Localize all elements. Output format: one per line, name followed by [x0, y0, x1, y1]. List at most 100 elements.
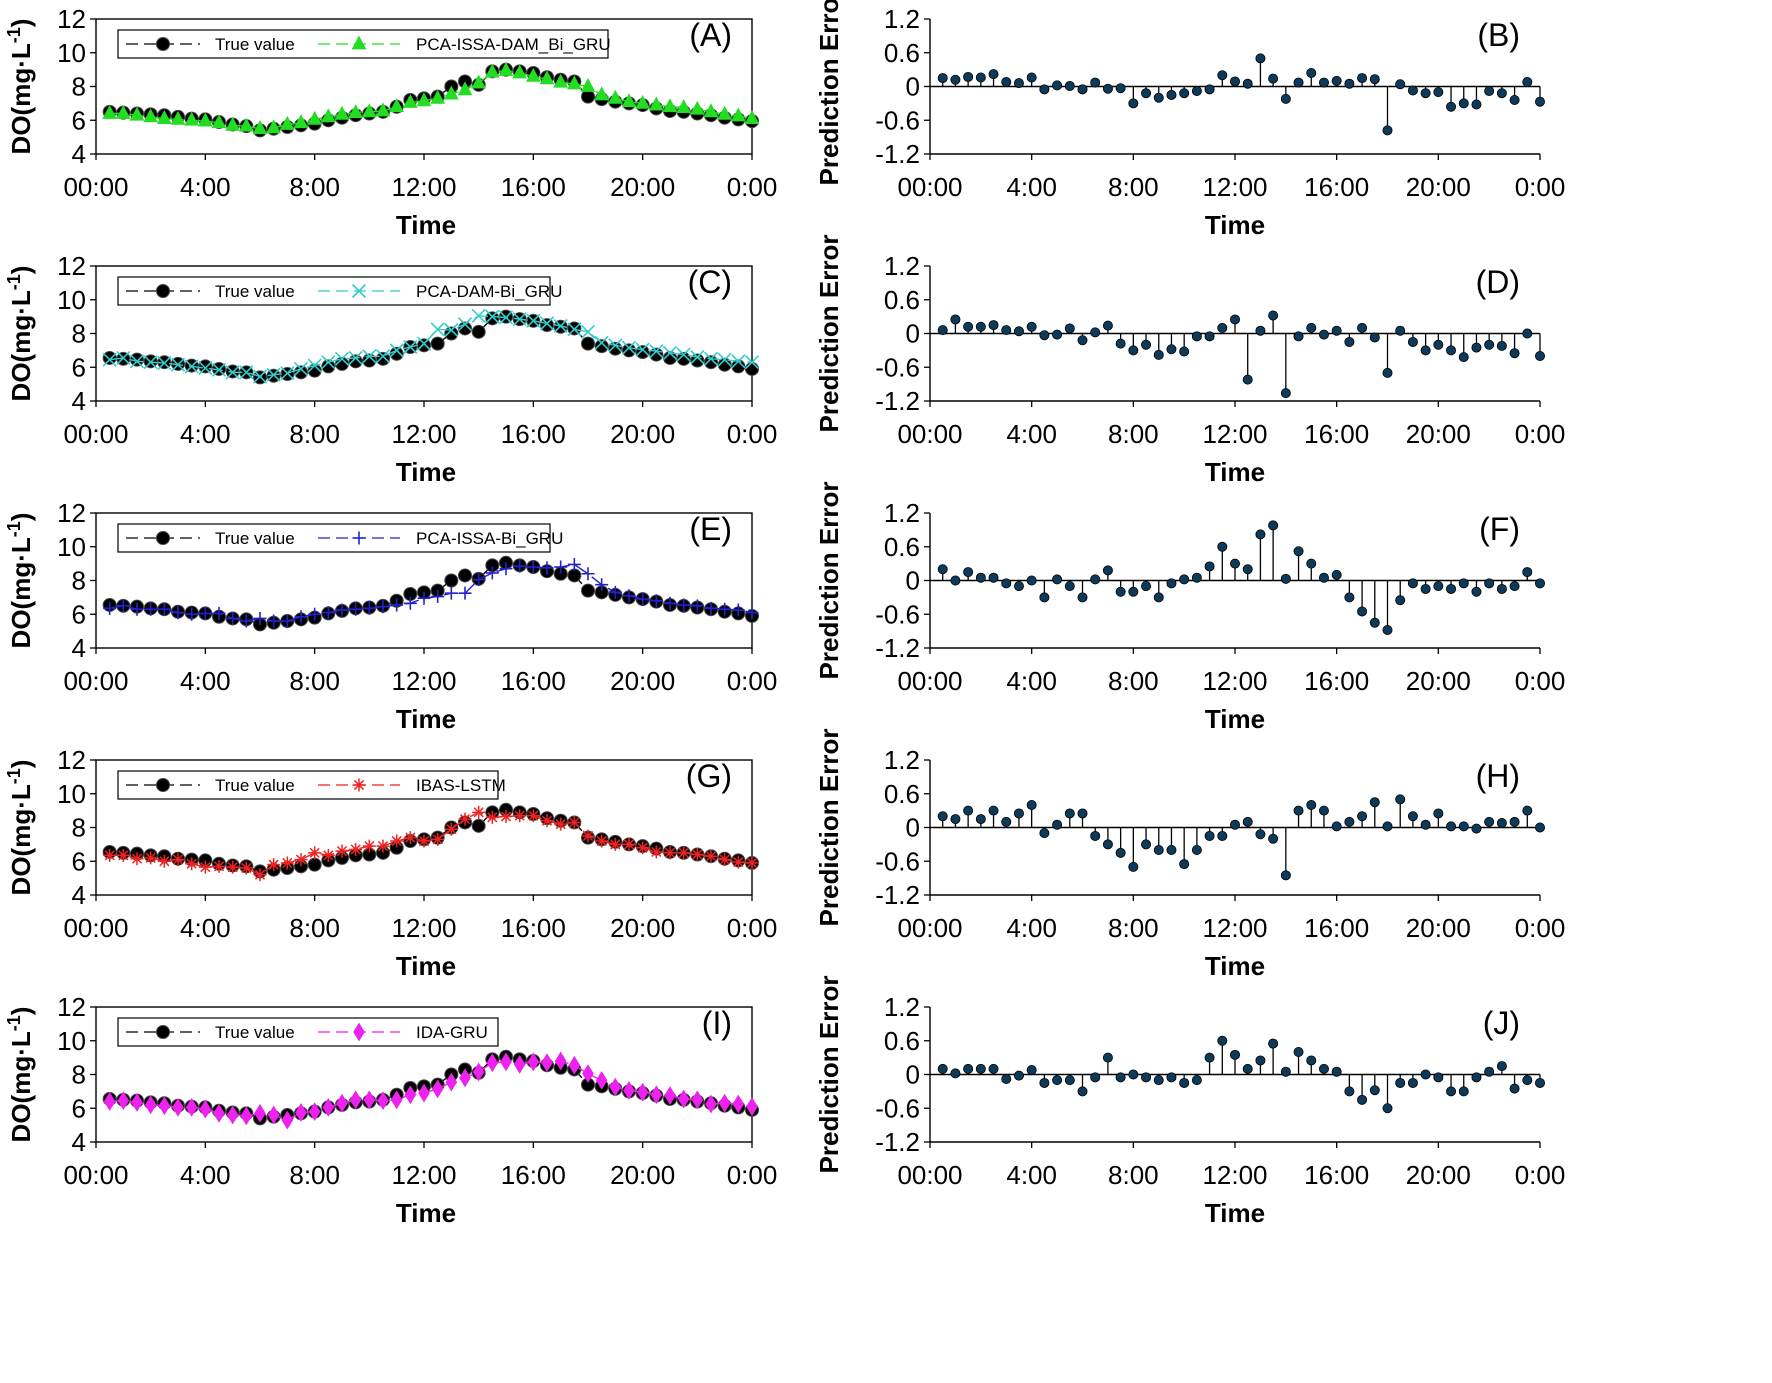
data-point	[676, 347, 691, 362]
y-axis-title-end: )	[6, 19, 36, 28]
data-point	[472, 805, 486, 819]
data-point	[225, 365, 240, 380]
data-point	[252, 369, 268, 384]
data-point	[745, 361, 759, 376]
stem-marker	[1191, 845, 1202, 856]
data-point	[471, 818, 486, 833]
x-axis-title: Time	[1205, 457, 1265, 487]
data-point	[745, 606, 759, 620]
data-point	[335, 356, 349, 371]
data-point	[635, 342, 650, 357]
data-point	[718, 853, 732, 867]
chart-panel-I: 4 68 10 12 00:00 4:00 8:00 12:00 16:00 20:00 0:00 T…	[4, 992, 777, 1228]
x-tick-label: 20:00	[610, 913, 675, 943]
stem-marker	[1179, 574, 1190, 585]
data-point	[103, 1092, 116, 1111]
x-axis-title: Time	[396, 457, 456, 487]
panel-label: (H)	[1476, 758, 1520, 794]
stem-marker	[1306, 558, 1317, 569]
stem-marker	[1052, 819, 1063, 830]
panel-label: (A)	[689, 17, 732, 53]
data-point	[253, 611, 267, 625]
stem-marker	[1509, 1083, 1520, 1094]
data-point	[117, 1091, 130, 1111]
stem-marker	[1280, 388, 1291, 399]
stem-marker	[1420, 88, 1431, 99]
data-point	[170, 110, 186, 125]
legend-marker-1	[352, 778, 366, 792]
y-axis-title-sup: -1	[4, 1015, 24, 1031]
stem-marker	[1255, 529, 1266, 540]
data-point	[485, 810, 499, 824]
x-tick-label: 0:00	[1515, 1160, 1566, 1190]
stem-marker	[1344, 592, 1355, 603]
stem-marker	[1141, 339, 1152, 350]
stem-marker	[1090, 1072, 1101, 1083]
y-tick-label: 0	[906, 1060, 920, 1090]
x-tick-label: 16:00	[1304, 1160, 1369, 1190]
data-point	[294, 365, 308, 380]
stem-marker	[1509, 816, 1520, 827]
stem-marker	[1026, 800, 1037, 811]
y-tick-label: 4	[72, 139, 86, 169]
stem-marker	[975, 1063, 986, 1074]
data-point	[703, 103, 719, 118]
data-point	[348, 104, 363, 119]
stem-marker	[1191, 86, 1202, 97]
stem-marker	[1026, 1065, 1037, 1076]
stem-marker	[937, 73, 948, 84]
stem-marker	[1496, 340, 1507, 351]
data-point	[731, 855, 745, 869]
data-point	[731, 603, 745, 617]
data-point	[554, 1051, 567, 1071]
data-point	[621, 93, 637, 108]
stem-marker	[1179, 346, 1190, 357]
x-tick-label: 20:00	[610, 172, 675, 202]
x-tick-label: 4:00	[180, 913, 231, 943]
data-point	[185, 857, 199, 871]
data-point	[307, 110, 322, 125]
stem-marker	[1535, 1077, 1546, 1088]
legend-marker-0	[156, 1025, 170, 1039]
stem-marker	[1496, 818, 1507, 829]
y-tick-label: 0.6	[884, 532, 920, 562]
data-point	[594, 335, 609, 350]
stem-marker	[1293, 331, 1304, 342]
data-point	[295, 1103, 307, 1122]
data-point	[226, 611, 240, 625]
data-point	[581, 567, 595, 581]
x-axis-title: Time	[396, 704, 456, 734]
stem-marker	[1318, 77, 1329, 88]
stem-marker	[1484, 339, 1495, 350]
stem-marker	[1344, 816, 1355, 827]
y-axis-title: DO(mg·L-1)	[4, 760, 36, 896]
data-point	[526, 560, 540, 574]
x-tick-label: 4:00	[1006, 172, 1057, 202]
data-point	[513, 1054, 526, 1074]
data-point	[430, 322, 445, 337]
data-point	[704, 355, 718, 370]
x-axis-title: Time	[396, 951, 456, 981]
data-point	[485, 309, 500, 324]
data-point	[527, 1052, 540, 1072]
stem-marker	[1166, 578, 1177, 589]
legend: True value PCA-DAM-Bi_GRU	[117, 276, 562, 306]
data-point	[445, 1072, 458, 1092]
data-point	[267, 1105, 280, 1125]
stem-marker	[1407, 85, 1418, 96]
stem-marker	[1064, 323, 1075, 334]
stem-marker	[950, 74, 961, 85]
data-point	[676, 351, 691, 366]
data-point	[471, 308, 486, 323]
stem-marker	[1268, 833, 1279, 844]
data-point	[403, 93, 418, 108]
data-point	[731, 107, 746, 122]
data-point	[431, 1079, 444, 1099]
stem-marker	[1102, 839, 1113, 850]
x-tick-label: 12:00	[1202, 913, 1267, 943]
x-axis-title: Time	[1205, 210, 1265, 240]
legend-label-1: PCA-DAM-Bi_GRU	[416, 282, 562, 301]
y-tick-label: 1.2	[884, 4, 920, 34]
stem-marker	[1013, 581, 1024, 592]
x-tick-label: 12:00	[391, 913, 456, 943]
